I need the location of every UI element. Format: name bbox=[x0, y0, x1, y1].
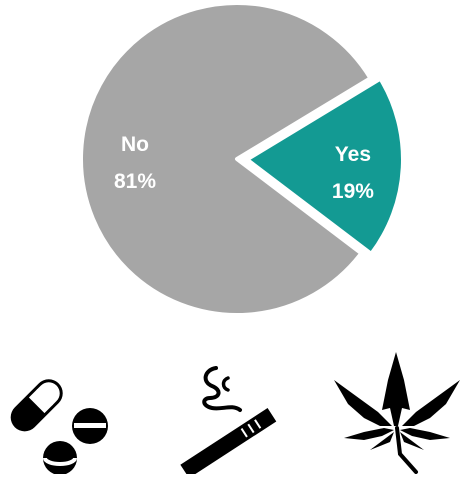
labels-layer: Yes 19% No 81% bbox=[114, 133, 374, 203]
pie-chart-svg: Yes 19% No 81% bbox=[79, 1, 405, 317]
icons-row bbox=[0, 348, 470, 479]
slice-value-no: 81% bbox=[114, 170, 156, 193]
pills-icon bbox=[4, 366, 116, 475]
slice-label-no: No bbox=[121, 133, 149, 156]
pie-chart: Yes 19% No 81% bbox=[79, 1, 405, 317]
cigarette-icon bbox=[170, 364, 290, 479]
pie-slice-no bbox=[79, 1, 373, 317]
slices-layer bbox=[79, 1, 405, 317]
pie-slice-yes bbox=[244, 76, 405, 256]
slice-value-yes: 19% bbox=[332, 180, 374, 203]
slice-label-yes: Yes bbox=[335, 143, 371, 166]
cannabis-leaf-icon bbox=[330, 350, 464, 474]
